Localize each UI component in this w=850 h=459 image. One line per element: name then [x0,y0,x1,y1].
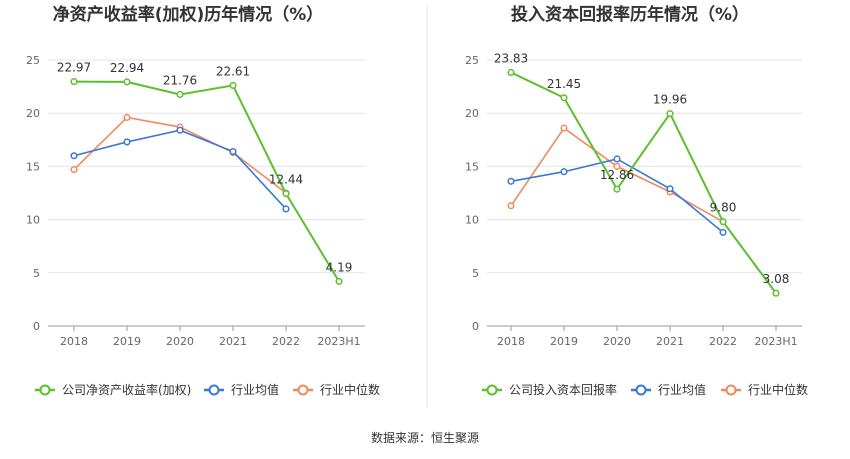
x-tick-label: 2019 [550,335,578,348]
legend-swatch-marker [297,384,309,396]
data-point [123,138,131,146]
y-tick-label: 5 [33,267,40,280]
data-point [613,185,621,193]
legend-swatch-marker [486,384,498,396]
x-tick-label: 2019 [113,335,141,348]
data-point [613,155,621,163]
x-tick-label: 2018 [60,335,88,348]
legend-label: 公司投入资本回报率 [509,382,617,397]
y-tick-label: 0 [33,320,40,333]
legend-swatch-marker [39,384,51,396]
y-tick-label: 10 [26,214,40,227]
data-point [70,152,78,160]
x-tick-label: 2021 [656,335,684,348]
data-point [70,166,78,174]
legend-swatch-marker [635,384,647,396]
legend-swatch-marker [725,384,737,396]
data-point [560,124,568,132]
y-tick-label: 10 [465,214,479,227]
data-point [772,289,780,297]
data-label: 22.97 [57,61,91,75]
data-point [176,90,184,99]
legend-label: 公司净资产收益率(加权) [62,382,191,397]
series-line-0 [73,80,340,282]
data-label: 23.83 [494,51,528,65]
chart-title: 投入资本回报率历年情况（%） [511,4,749,25]
x-tick-label: 2022 [272,335,300,348]
y-tick-label: 15 [465,160,479,173]
x-tick-label: 2020 [166,335,194,348]
data-label: 22.61 [216,64,250,78]
data-point [719,218,727,226]
data-point [560,94,568,102]
data-point [123,113,131,122]
legend-label: 行业均值 [658,382,706,397]
x-tick-label: 2022 [709,335,737,348]
data-point [229,81,237,89]
data-point [176,126,184,134]
y-tick-label: 25 [465,54,479,67]
data-point [507,68,515,76]
series-line-0 [510,71,777,294]
y-tick-label: 15 [26,160,40,173]
data-point [666,185,674,193]
data-point [335,277,343,285]
data-label: 19.96 [653,93,687,107]
data-point [70,78,78,86]
legend-label: 行业中位数 [748,382,808,397]
data-source: 数据来源：恒生聚源 [370,431,479,445]
data-point [560,168,568,176]
x-tick-label: 2023H1 [754,335,797,348]
data-point [229,147,237,156]
data-point [666,110,674,118]
data-point [719,228,727,236]
x-tick-label: 2021 [219,335,247,348]
x-tick-label: 2023H1 [317,335,360,348]
data-label: 21.76 [163,73,197,87]
x-tick-label: 2018 [497,335,525,348]
legend-label: 行业均值 [231,382,279,397]
y-tick-label: 0 [472,320,479,333]
data-label: 9.80 [710,201,737,215]
legend-label: 行业中位数 [320,382,380,397]
x-tick-label: 2020 [603,335,631,348]
data-label: 12.86 [600,168,634,182]
chart-title: 净资产收益率(加权)历年情况（%） [53,4,324,25]
data-label: 22.94 [110,61,144,75]
data-label: 4.19 [326,260,353,274]
data-label: 3.08 [763,272,790,286]
data-label: 21.45 [547,77,581,91]
y-tick-label: 5 [472,267,479,280]
y-tick-label: 25 [26,54,40,67]
data-label: 12.44 [269,173,303,187]
y-tick-label: 20 [26,107,40,120]
legend-swatch-marker [208,384,220,396]
data-point [282,205,290,213]
data-point [507,202,515,210]
y-tick-label: 20 [465,107,479,120]
data-point [123,78,131,86]
data-point [507,177,515,185]
data-point [282,190,290,198]
data-point [613,162,621,170]
